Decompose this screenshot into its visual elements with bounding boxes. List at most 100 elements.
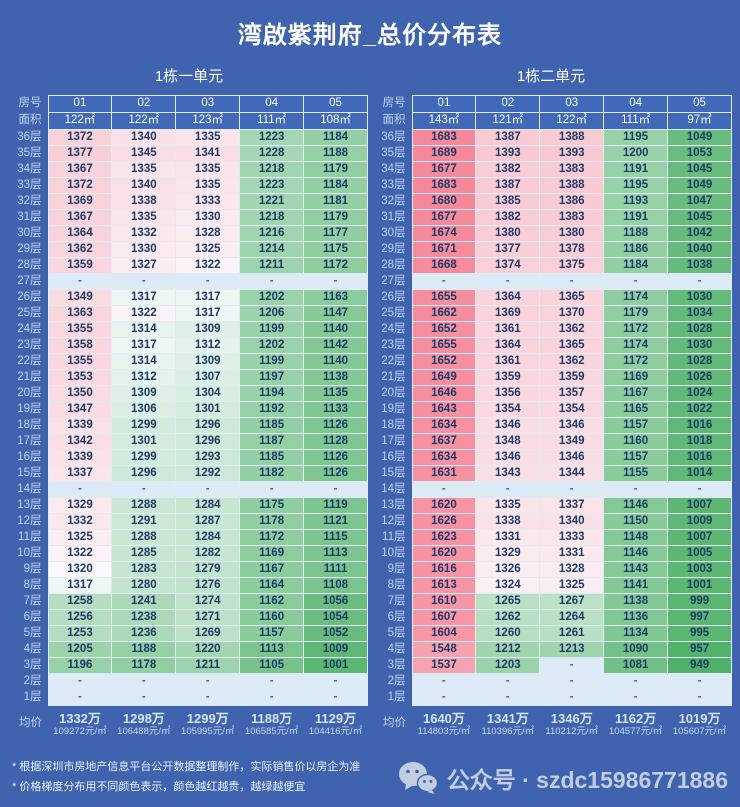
table-row: 3层 1196 1178 1211 1105 1001 (8, 657, 368, 674)
price-cell: 1001 (667, 577, 732, 594)
price-cell: 949 (667, 657, 732, 674)
table-row: 29层 1362 1330 1325 1214 1175 (8, 241, 368, 258)
floor-label: 18层 (17, 418, 42, 431)
price-cell: 1185 (239, 449, 305, 466)
price-cell: 1256 (47, 609, 113, 626)
floor-label: 4层 (387, 642, 406, 655)
price-cell: 1393 (539, 145, 605, 162)
price-cell: 1172 (603, 321, 669, 338)
price-cell: 1296 (175, 417, 241, 434)
price-cell: 1317 (111, 337, 177, 354)
price-cell: 1359 (47, 257, 113, 274)
price-cell: 1365 (539, 289, 605, 306)
price-cell: 1361 (475, 353, 541, 370)
table-row: 31层 1677 1382 1383 1191 1045 (372, 209, 732, 226)
price-cell: 1188 (303, 145, 368, 162)
table-row: 20层 1646 1356 1357 1167 1024 (372, 385, 732, 402)
price-cell: 1355 (47, 321, 113, 338)
price-cell: 1211 (175, 657, 241, 674)
price-cell: 1299 (111, 417, 177, 434)
floor-label: 25层 (17, 306, 42, 319)
price-cell: 1314 (111, 353, 177, 370)
floor-label: 8层 (387, 578, 406, 591)
price-cell: 1307 (175, 369, 241, 386)
average-per-sqm: 109272元/㎡ (53, 725, 107, 737)
price-cell: 1338 (111, 193, 177, 210)
price-cell: 1001 (303, 657, 368, 674)
price-cell-empty: - (603, 481, 669, 498)
price-cell: 1194 (239, 385, 305, 402)
average-total: 1298万 (122, 710, 165, 726)
price-cell: 1038 (667, 257, 732, 274)
price-cell: 1296 (111, 465, 177, 482)
price-cell: 1269 (175, 625, 241, 642)
price-cell: 1016 (667, 417, 732, 434)
floor-label: 34层 (17, 162, 42, 175)
price-cell: 1261 (539, 625, 605, 642)
table-row: 16层 1339 1299 1293 1185 1126 (8, 449, 368, 466)
price-cell: 1133 (303, 401, 368, 418)
price-cell: 1387 (475, 129, 541, 146)
price-cell: 1053 (667, 145, 732, 162)
table-row: 6层 1256 1238 1271 1160 1054 (8, 609, 368, 626)
price-table-unit-1: 房号 01 02 03 04 05 面积 122㎡ 122㎡ 123㎡ 111㎡ 108㎡ 36层 137… (8, 95, 368, 742)
price-cell: 1301 (175, 401, 241, 418)
floor-label: 27层 (17, 274, 42, 287)
price-cell: 1199 (239, 353, 305, 370)
price-cell: 1346 (475, 417, 541, 434)
price-cell: 1683 (411, 129, 477, 146)
price-cell: 1167 (603, 385, 669, 402)
price-cell: 1325 (175, 241, 241, 258)
price-cell: 1047 (667, 193, 732, 210)
price-cell: 1178 (239, 513, 305, 530)
price-cell: 1186 (603, 241, 669, 258)
price-cell: 1362 (47, 241, 113, 258)
price-cell: 1007 (667, 529, 732, 546)
price-cell: 1175 (239, 497, 305, 514)
price-cell: 1191 (603, 161, 669, 178)
price-cell: 1343 (475, 465, 541, 482)
floor-label: 10层 (381, 546, 406, 559)
average-total: 1299万 (186, 710, 229, 726)
tables-container: 房号 01 02 03 04 05 面积 122㎡ 122㎡ 123㎡ 111㎡ 108㎡ 36层 137… (0, 95, 740, 742)
price-cell-empty: - (303, 689, 368, 706)
average-label: 均价 (383, 717, 406, 729)
price-cell: 1331 (539, 545, 605, 562)
table-row: 8层 1613 1324 1325 1141 1001 (372, 577, 732, 594)
price-cell: 1689 (411, 145, 477, 162)
price-cell: 1014 (667, 465, 732, 482)
area-header: 123㎡ (175, 112, 241, 130)
price-cell: 1162 (239, 593, 305, 610)
price-cell: 1339 (47, 449, 113, 466)
average-label: 均价 (19, 717, 42, 729)
table-row: 27层 - - - - - (372, 273, 732, 290)
table-row: 25层 1363 1322 1317 1206 1147 (8, 305, 368, 322)
floor-label: 25层 (381, 306, 406, 319)
price-cell: 1683 (411, 177, 477, 194)
price-cell: 1143 (603, 561, 669, 578)
average-total: 1341万 (486, 710, 529, 726)
price-cell: 1164 (239, 577, 305, 594)
floor-label: 2层 (387, 674, 406, 687)
floor-label: 19层 (381, 402, 406, 415)
table-row: 13层 1329 1288 1284 1175 1119 (8, 497, 368, 514)
table-row: 20层 1350 1309 1304 1194 1135 (8, 385, 368, 402)
price-cell: 1228 (239, 145, 305, 162)
floor-label: 18层 (381, 418, 406, 431)
price-cell-empty: - (667, 481, 732, 498)
floor-label: 30层 (17, 226, 42, 239)
room-number-header: 04 (239, 95, 305, 113)
price-cell: 1169 (603, 369, 669, 386)
floor-label: 13层 (17, 498, 42, 511)
area-header: 111㎡ (603, 112, 669, 130)
price-cell-empty: - (111, 673, 177, 690)
price-cell: 1134 (603, 625, 669, 642)
price-cell: 1344 (539, 465, 605, 482)
price-cell-empty: - (47, 689, 113, 706)
price-cell: 1288 (111, 529, 177, 546)
table-row: 6层 1607 1262 1264 1136 997 (372, 609, 732, 626)
floor-label: 12层 (381, 514, 406, 527)
price-cell-empty: - (111, 273, 177, 290)
price-cell: 1293 (175, 449, 241, 466)
price-cell-empty: - (175, 689, 241, 706)
